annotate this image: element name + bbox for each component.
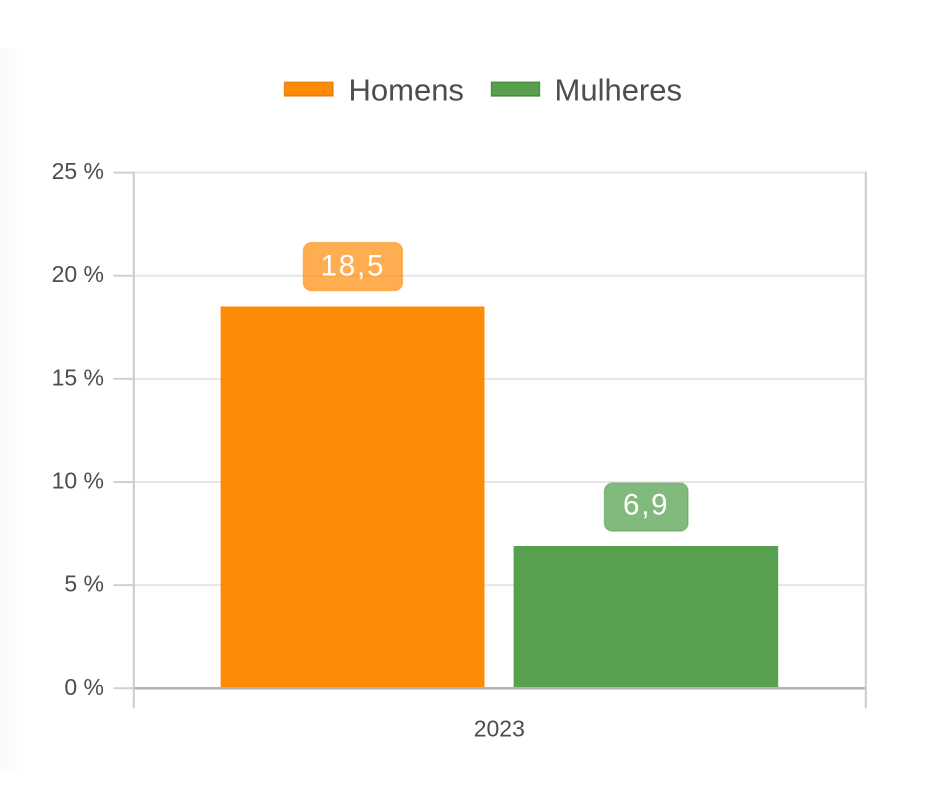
svg-text:10 %: 10 % — [52, 468, 104, 494]
svg-text:18,5: 18,5 — [321, 249, 386, 282]
svg-text:5 %: 5 % — [64, 571, 104, 597]
svg-text:Homens: Homens — [349, 73, 464, 108]
svg-text:0 %: 0 % — [64, 674, 104, 700]
svg-text:2023: 2023 — [474, 715, 525, 741]
svg-text:6,9: 6,9 — [623, 488, 669, 521]
svg-text:25 %: 25 % — [52, 158, 104, 184]
svg-text:20 %: 20 % — [52, 261, 104, 287]
svg-text:15 %: 15 % — [52, 364, 104, 390]
svg-text:Mulheres: Mulheres — [555, 73, 683, 108]
